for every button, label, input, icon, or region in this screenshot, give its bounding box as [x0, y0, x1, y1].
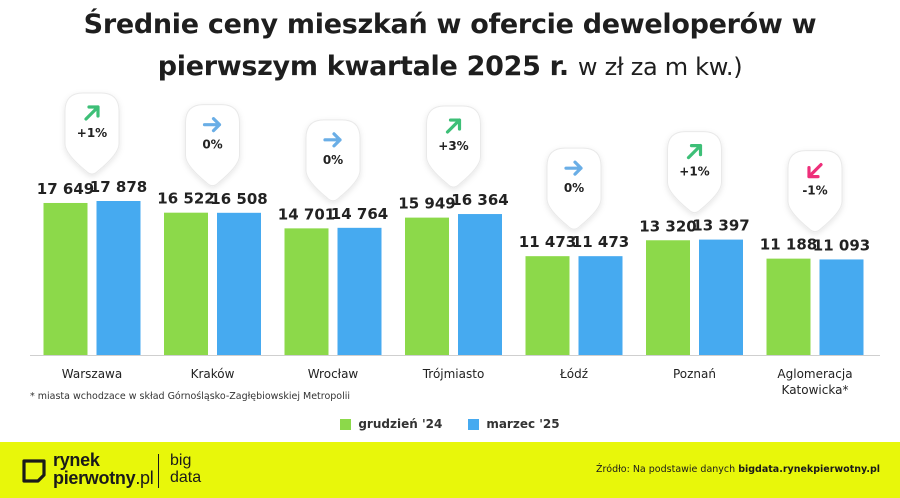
change-label: 0% — [202, 138, 222, 152]
change-label: +1% — [679, 165, 709, 179]
change-label: +1% — [77, 126, 107, 140]
change-bubble — [185, 104, 240, 187]
x-tick-label: Poznań — [673, 367, 716, 381]
arrow-up-right-icon — [84, 105, 100, 121]
legend-item-december: grudzień '24 — [340, 417, 442, 431]
bar-value-label: 13 320 — [639, 217, 696, 235]
arrow-right-icon — [323, 132, 342, 148]
bar-value-label: 13 397 — [692, 217, 749, 235]
change-bubble — [667, 131, 722, 214]
change-label: 0% — [564, 181, 584, 195]
title-line-2-bold: pierwszym kwartale 2025 r. — [157, 51, 569, 82]
bar-value-label: 11 093 — [813, 236, 870, 254]
bar-value-label: 11 188 — [760, 236, 817, 254]
legend: grudzień '24 marzec '25 — [0, 417, 900, 431]
title-line-2: pierwszym kwartale 2025 r. w zł za m kw.… — [0, 46, 900, 88]
change-bubble — [64, 92, 120, 175]
title-line-1: Średnie ceny mieszkań w ofercie dewelope… — [83, 9, 817, 40]
change-bubble — [305, 119, 361, 202]
bar-december — [284, 228, 329, 355]
bar-december — [43, 202, 88, 355]
legend-label-december: grudzień '24 — [358, 417, 443, 431]
logo-line-2-suffix: .pl — [135, 468, 154, 488]
legend-label-march: marzec '25 — [486, 417, 560, 431]
bar-value-label: 16 522 — [157, 190, 214, 208]
footer-bar: rynek pierwotny.pl big data Źródło: Na p… — [0, 442, 900, 498]
logo-divider — [158, 454, 159, 488]
change-bubble — [787, 150, 843, 233]
x-tick-label: Trójmiasto — [422, 367, 485, 381]
x-tick-label: Aglomeracja — [777, 367, 852, 381]
bar-march — [217, 212, 261, 355]
bar-march — [699, 239, 743, 355]
bar-value-label: 16 364 — [451, 191, 508, 209]
bar-value-label: 14 701 — [278, 205, 335, 223]
change-bubble — [546, 147, 602, 230]
bigdata-line-1: big — [170, 452, 192, 469]
arrow-right-icon — [564, 160, 583, 176]
legend-swatch-march — [468, 418, 480, 430]
bar-value-label: 16 508 — [210, 190, 267, 208]
source-note: Źródło: Na podstawie danych bigdata.ryne… — [596, 464, 880, 475]
logo-line-2-main: pierwotny — [53, 468, 136, 488]
legend-swatch-december — [340, 418, 352, 430]
change-label: 0% — [323, 153, 343, 167]
bar-value-label: 11 473 — [519, 233, 576, 251]
legend-item-march: marzec '25 — [468, 417, 560, 431]
bar-value-label: 17 878 — [90, 178, 147, 196]
rynekpierwotny-logo: rynek pierwotny.pl — [53, 450, 154, 488]
change-label: +3% — [438, 139, 468, 153]
source-prefix: Źródło: Na podstawie danych — [596, 464, 736, 475]
arrow-up-right-icon — [445, 118, 462, 134]
rynekpierwotny-logo-icon — [22, 459, 46, 483]
title-unit: w zł za m kw.) — [577, 53, 743, 81]
bigdata-logo: big data — [170, 452, 201, 486]
bar-march — [458, 214, 502, 355]
chart-title: Średnie ceny mieszkań w ofercie dewelope… — [0, 4, 900, 88]
x-tick-label: Warszawa — [62, 367, 122, 381]
bar-value-label: 14 764 — [331, 205, 388, 223]
bar-december — [525, 256, 570, 355]
arrow-up-right-icon — [686, 143, 703, 160]
bar-march — [819, 259, 864, 355]
bar-value-label: 11 473 — [572, 233, 629, 251]
change-label: -1% — [802, 184, 827, 198]
change-bubble — [426, 105, 481, 188]
footnote: * miasta wchodzace w skład Górnośląsko-Z… — [30, 391, 351, 402]
bar-march — [337, 227, 382, 355]
bar-december — [766, 258, 811, 355]
x-tick-label: Katowicka* — [782, 383, 849, 397]
bar-value-label: 15 949 — [398, 195, 455, 213]
bigdata-line-2: data — [170, 469, 202, 486]
x-tick-label: Wrocław — [308, 367, 359, 381]
bar-december — [646, 240, 690, 355]
logo-line-1: rynek — [53, 450, 100, 470]
arrow-down-left-icon — [807, 163, 823, 179]
arrow-right-icon — [202, 117, 222, 133]
bar-march — [578, 256, 623, 355]
x-tick-label: Kraków — [191, 367, 235, 381]
bar-december — [405, 217, 449, 355]
source-link: bigdata.rynekpierwotny.pl — [738, 464, 880, 475]
bar-value-label: 17 649 — [37, 180, 94, 198]
bar-march — [96, 201, 141, 355]
logo-line-2: pierwotny.pl — [53, 468, 154, 488]
x-tick-label: Łódź — [559, 367, 588, 381]
bar-december — [164, 212, 208, 355]
